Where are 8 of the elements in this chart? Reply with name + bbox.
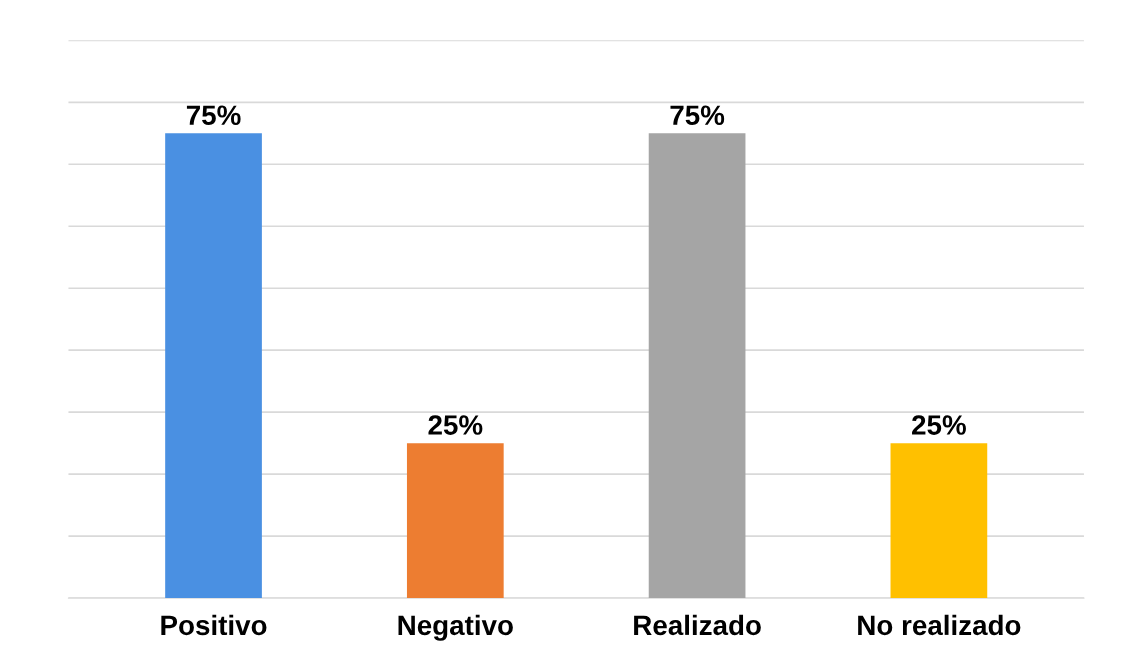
x-tick-label: Realizado <box>634 614 761 636</box>
x-tick-label: Negativo <box>398 614 513 641</box>
x-tick-label: Positivo <box>161 614 267 636</box>
x-tick-label: No realizado <box>858 614 1021 636</box>
data-label: 25% <box>428 415 483 435</box>
data-label: 25% <box>912 415 966 435</box>
data-label: 75% <box>186 105 241 126</box>
data-label: 75% <box>670 105 725 126</box>
